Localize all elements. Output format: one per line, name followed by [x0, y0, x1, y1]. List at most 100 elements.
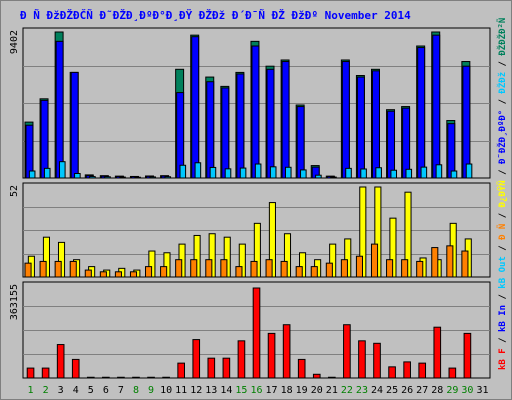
bar-sites — [145, 266, 153, 278]
bar-pages — [330, 176, 337, 179]
bar-kbytes — [237, 340, 246, 379]
legend-part: / — [498, 56, 508, 72]
bar-sites — [54, 260, 62, 278]
x-tick-label: 22 — [341, 385, 353, 396]
legend-part: kB In — [498, 305, 508, 332]
bar-files — [341, 61, 350, 179]
bar-sites — [175, 259, 183, 278]
bar-pages — [435, 164, 443, 179]
bar-kbytes — [267, 332, 276, 379]
x-tick-label: 26 — [401, 385, 413, 396]
bar-kbytes — [252, 287, 261, 379]
bar-sites — [325, 262, 333, 278]
bar-pages — [465, 163, 473, 179]
bar-files — [236, 73, 245, 179]
bar-files — [40, 99, 49, 179]
x-tick-label: 21 — [326, 385, 338, 396]
x-axis-labels: 1 2 3 4 5 6 7 8 9 10 11 12 13 14 15 16 17 18 19 20 21 22 23 24 2… — [28, 385, 489, 396]
legend-part: kB Out — [498, 256, 508, 289]
bar-pages — [119, 176, 126, 179]
bar-sites — [416, 260, 424, 278]
bar-kbytes — [56, 344, 65, 379]
bar-kbytes — [102, 376, 110, 379]
legend-part: / — [498, 240, 508, 256]
bar-pages — [224, 168, 232, 179]
bar-kbytes — [312, 373, 321, 379]
bar-pages — [390, 169, 398, 179]
bar-pages — [269, 166, 277, 179]
x-tick-label: 5 — [88, 385, 94, 396]
bar-sites — [129, 271, 138, 278]
x-tick-label: 17 — [266, 385, 278, 396]
bar-kbytes — [222, 357, 231, 379]
bar-kbytes — [26, 367, 35, 379]
bar-kbytes — [132, 376, 140, 379]
bar-sites — [446, 245, 454, 278]
bar-kbytes — [86, 376, 95, 379]
bar-kbytes — [177, 362, 185, 379]
bar-pages — [43, 167, 51, 179]
bar-sites — [114, 271, 122, 278]
bar-files — [432, 34, 441, 179]
x-tick-label: 24 — [371, 385, 383, 396]
x-tick-label: 19 — [296, 385, 308, 396]
bar-pages — [345, 167, 352, 179]
bar-pages — [28, 170, 36, 179]
bar-files — [417, 47, 426, 179]
bar-pages — [254, 163, 262, 179]
legend-part: / — [498, 164, 508, 180]
bar-sites — [39, 260, 47, 278]
bar-files — [191, 36, 200, 179]
bar-files — [447, 123, 456, 179]
bar-sites — [370, 243, 379, 278]
bar-sites — [280, 260, 288, 278]
x-tick-label: 12 — [190, 385, 202, 396]
x-tick-label: 1 — [28, 385, 34, 396]
bar-sites — [205, 259, 213, 278]
legend-part: / — [498, 94, 508, 110]
bar-sites — [250, 260, 258, 278]
bar-sites — [355, 255, 364, 278]
bar-sites — [24, 262, 32, 278]
bar-files — [371, 70, 380, 179]
bar-pages — [104, 176, 111, 179]
bar-sites — [235, 266, 243, 278]
chart-panels: 9402 52 363155 — [9, 27, 491, 379]
panel-visits-sites: 52 — [9, 182, 491, 278]
bar-pages — [149, 176, 156, 179]
bar-kbytes — [388, 366, 396, 379]
x-tick-label: 29 — [446, 385, 458, 396]
legend-part: kB F — [498, 348, 508, 370]
bar-kbytes — [358, 340, 366, 379]
bar-files — [221, 87, 230, 179]
bar-pages — [420, 166, 428, 179]
x-tick-label: 30 — [461, 385, 473, 396]
bar-sites — [69, 260, 77, 278]
bar-pages — [209, 166, 217, 179]
legend-part: ÐŽÐŽÐ²Ñ — [496, 18, 508, 56]
bar-kbytes — [71, 358, 80, 379]
chart-title: Ð Ñ ÐžÐŽÐČÑ Ð˜ÐŽÐ¸ÐºÐ°Ð¸ÐŸ ÐŽÐž Ð´Ð¯Ñ ÐŽ… — [20, 8, 411, 22]
bar-kbytes — [373, 342, 381, 379]
bar-sites — [99, 271, 107, 278]
bar-sites — [265, 259, 273, 278]
bar-files — [70, 71, 79, 179]
legend-part: ÐŽÐž — [496, 72, 508, 94]
bar-files — [296, 106, 305, 179]
panel-hits-files-pages: 9402 — [9, 27, 491, 179]
bar-kbytes — [328, 376, 336, 379]
x-tick-label: 6 — [103, 385, 109, 396]
x-tick-label: 31 — [476, 385, 488, 396]
right-legend: kB F / kB In / kB Out / Ð Ñ / Ð¿ÐŸÑ / Ð˜… — [496, 18, 508, 370]
bar-sites — [220, 259, 228, 278]
y-max-label: 363155 — [9, 284, 20, 320]
x-tick-label: 7 — [118, 385, 124, 396]
bar-kbytes — [403, 361, 411, 379]
x-tick-label: 8 — [133, 385, 139, 396]
bar-files — [402, 107, 411, 179]
panel-kbytes: 363155 — [9, 281, 491, 379]
bar-kbytes — [433, 326, 442, 379]
bar-files — [266, 68, 275, 179]
x-tick-label: 11 — [175, 385, 187, 396]
